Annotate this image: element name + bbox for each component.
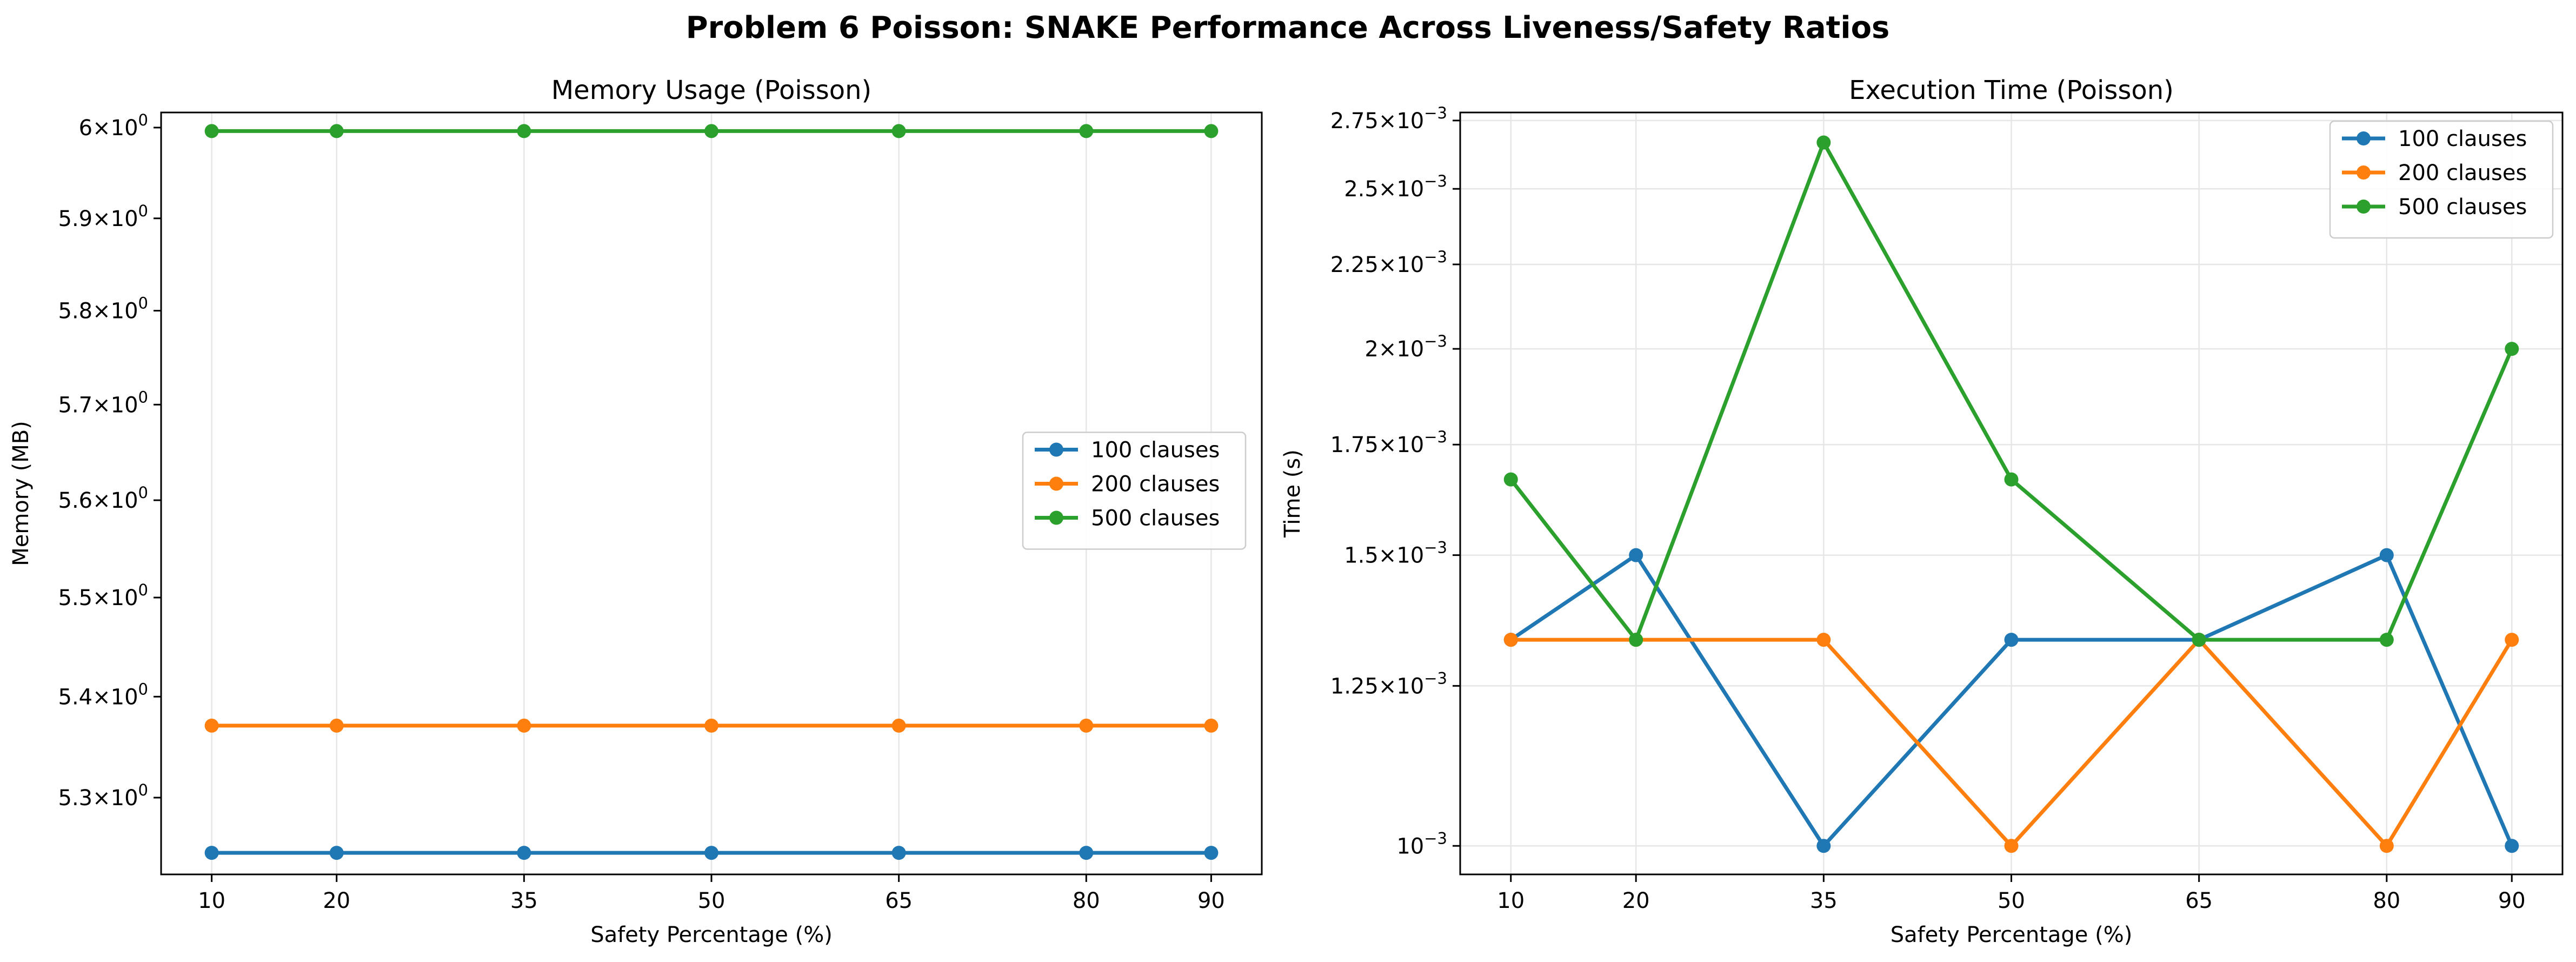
time-y-tick-label: 2.75×10−3 — [1330, 104, 1447, 134]
time-y-tick-label: 2.5×10−3 — [1344, 172, 1447, 202]
memory-y-tick-label: 5.6×100 — [58, 483, 148, 513]
memory-point-200-clauses — [329, 718, 344, 733]
memory-legend-box — [1022, 432, 1247, 550]
time-y-tick-label: 2.25×10−3 — [1330, 248, 1447, 277]
memory-point-100-clauses — [891, 846, 906, 860]
time-y-tick-label: 1.75×10−3 — [1330, 428, 1447, 457]
time-point-500-clauses — [1816, 135, 1831, 150]
memory-usage-panel: 10 20 35 50 65 80 90 5.3×100 5.4×100 5.5×100 5.6×1… — [9, 75, 1263, 947]
memory-x-tick-label: 50 — [698, 888, 725, 913]
memory-point-100-clauses — [329, 846, 344, 860]
memory-point-100-clauses — [1079, 846, 1094, 860]
memory-y-tick-label: 5.8×100 — [58, 294, 148, 324]
memory-point-500-clauses — [204, 124, 219, 138]
memory-legend-label-200-clauses: 200 clauses — [1091, 472, 1220, 497]
memory-x-tick-label: 35 — [510, 888, 538, 913]
time-point-500-clauses — [2505, 342, 2519, 356]
memory-x-axis-label: Safety Percentage (%) — [590, 923, 833, 947]
time-legend-label-500-clauses: 500 clauses — [2398, 195, 2527, 220]
time-point-500-clauses — [1503, 472, 1518, 487]
memory-legend-label-100-clauses: 100 clauses — [1091, 438, 1220, 463]
time-y-axis-label: Time (s) — [1280, 449, 1305, 538]
memory-point-500-clauses — [1079, 124, 1094, 138]
time-y-tick-label: 2×10−3 — [1364, 332, 1447, 362]
memory-legend-label-500-clauses: 500 clauses — [1091, 506, 1220, 531]
time-point-100-clauses — [2004, 633, 2019, 647]
time-legend-marker-500-clauses — [2357, 200, 2371, 214]
memory-y-tick-label: 5.9×100 — [58, 202, 148, 231]
time-legend-box — [2329, 120, 2554, 239]
time-y-tick-label: 1.25×10−3 — [1330, 669, 1447, 699]
time-legend-label-200-clauses: 200 clauses — [2398, 161, 2527, 185]
memory-point-500-clauses — [517, 124, 531, 138]
time-x-tick-label: 90 — [2498, 888, 2526, 913]
time-x-tick-label: 35 — [1810, 888, 1838, 913]
memory-y-axis-label: Memory (MB) — [9, 421, 34, 566]
time-point-100-clauses — [2379, 548, 2394, 562]
time-point-100-clauses — [1629, 548, 1643, 562]
memory-y-tick-label: 5.7×100 — [58, 388, 148, 417]
memory-x-tick-label: 80 — [1073, 888, 1100, 913]
time-x-tick-label: 20 — [1622, 888, 1650, 913]
time-chart-title: Execution Time (Poisson) — [1849, 75, 2174, 105]
memory-legend-marker-500-clauses — [1049, 510, 1063, 525]
time-point-500-clauses — [1629, 633, 1643, 647]
memory-point-100-clauses — [704, 846, 718, 860]
memory-point-200-clauses — [517, 718, 531, 733]
time-point-200-clauses — [1503, 633, 1518, 647]
memory-point-500-clauses — [704, 124, 718, 138]
time-x-tick-label: 10 — [1497, 888, 1525, 913]
memory-point-200-clauses — [1204, 718, 1219, 733]
time-legend-marker-200-clauses — [2357, 165, 2371, 180]
memory-point-500-clauses — [891, 124, 906, 138]
time-point-500-clauses — [2379, 633, 2394, 647]
memory-y-tick-label: 5.4×100 — [58, 680, 148, 709]
memory-legend-marker-100-clauses — [1049, 442, 1063, 457]
memory-x-tick-label: 10 — [198, 888, 225, 913]
memory-point-100-clauses — [204, 846, 219, 860]
memory-point-500-clauses — [1204, 124, 1219, 138]
figure-title: Problem 6 Poisson: SNAKE Performance Acr… — [686, 10, 1890, 45]
time-legend: 100 clauses 200 clauses 500 clauses — [2329, 120, 2554, 239]
time-point-200-clauses — [2379, 839, 2394, 853]
memory-x-tick-label: 20 — [323, 888, 350, 913]
time-y-tick-label: 1.5×10−3 — [1344, 539, 1447, 568]
time-x-tick-label: 50 — [1998, 888, 2025, 913]
time-point-500-clauses — [2192, 633, 2206, 647]
time-x-tick-label: 80 — [2373, 888, 2400, 913]
time-y-tick-label: 10−3 — [1396, 829, 1447, 859]
time-legend-marker-100-clauses — [2357, 131, 2371, 145]
execution-time-panel: 10 20 35 50 65 80 90 10−3 1.25×10−3 1.5×10−3 1.75×… — [1280, 75, 2564, 947]
memory-point-200-clauses — [891, 718, 906, 733]
memory-point-100-clauses — [517, 846, 531, 860]
memory-point-100-clauses — [1204, 846, 1219, 860]
memory-y-tick-label: 6×100 — [79, 111, 148, 141]
memory-point-200-clauses — [704, 718, 718, 733]
time-point-100-clauses — [2505, 839, 2519, 853]
memory-legend-marker-200-clauses — [1049, 476, 1063, 491]
time-x-axis-label: Safety Percentage (%) — [1891, 923, 2133, 947]
time-point-200-clauses — [2505, 633, 2519, 647]
memory-legend: 100 clauses 200 clauses 500 clauses — [1022, 432, 1247, 550]
memory-point-200-clauses — [1079, 718, 1094, 733]
memory-point-500-clauses — [329, 124, 344, 138]
memory-chart-title: Memory Usage (Poisson) — [551, 75, 871, 105]
memory-point-200-clauses — [204, 718, 219, 733]
time-legend-label-100-clauses: 100 clauses — [2398, 127, 2527, 151]
memory-y-tick-label: 5.3×100 — [58, 781, 148, 811]
memory-x-tick-label: 65 — [885, 888, 913, 913]
time-point-500-clauses — [2004, 472, 2019, 487]
time-x-tick-label: 65 — [2185, 888, 2213, 913]
time-point-200-clauses — [2004, 839, 2019, 853]
time-point-200-clauses — [1816, 633, 1831, 647]
time-point-100-clauses — [1816, 839, 1831, 853]
memory-x-tick-label: 90 — [1197, 888, 1225, 913]
memory-y-tick-label: 5.5×100 — [58, 581, 148, 611]
